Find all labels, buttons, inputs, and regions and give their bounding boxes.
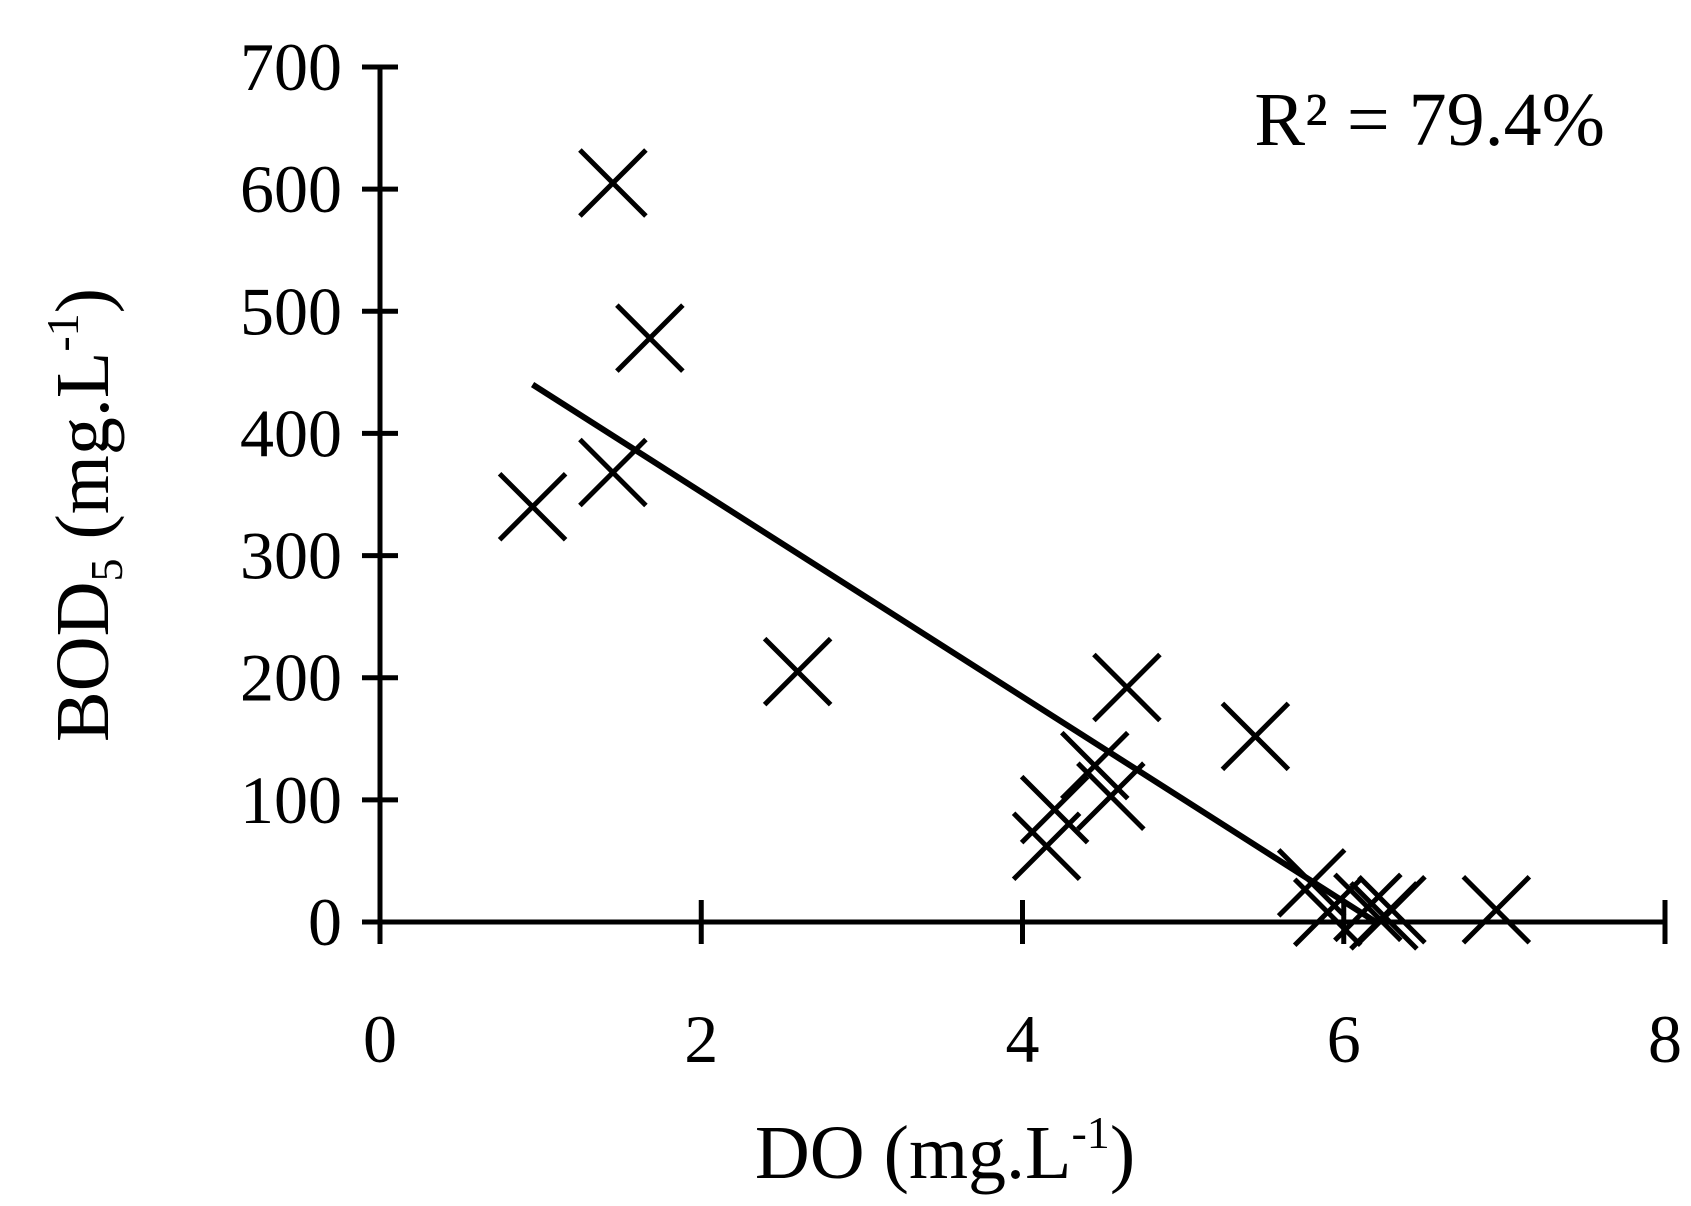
data-point	[1461, 875, 1532, 945]
y-axis-title-superscript: -1	[37, 313, 88, 351]
data-point	[1333, 872, 1403, 943]
trend-line	[530, 382, 1378, 925]
data-point	[578, 148, 648, 218]
y-tick-label: 0	[308, 884, 342, 960]
data-point	[615, 303, 685, 373]
r-squared-annotation: R² = 79.4%	[1254, 78, 1605, 162]
x-axis-title-superscript: -1	[1071, 1107, 1109, 1158]
y-axis-title-end: )	[41, 288, 125, 313]
data-point	[1092, 652, 1162, 723]
data-point	[1357, 875, 1427, 945]
x-tick-label: 8	[1648, 1001, 1682, 1077]
y-tick-label: 300	[240, 518, 342, 594]
data-point	[1220, 701, 1291, 772]
data-point	[1076, 761, 1146, 831]
data-points	[497, 148, 1532, 951]
y-tick-label: 500	[240, 273, 342, 349]
x-axis-title: DO (mg.L-1)	[755, 1107, 1135, 1195]
x-axis-ticks: 0 2 4 6 8	[363, 900, 1682, 1077]
y-tick-label: 400	[240, 395, 342, 471]
x-axis-title-end: )	[1110, 1111, 1135, 1195]
x-tick-label: 2	[684, 1001, 718, 1077]
y-axis-title-subscript: 5	[81, 559, 132, 582]
y-axis-title-mid: (mg.L	[41, 352, 125, 559]
data-point	[762, 636, 833, 707]
data-point	[1011, 811, 1082, 882]
x-tick-label: 6	[1327, 1001, 1361, 1077]
x-tick-label: 4	[1006, 1001, 1040, 1077]
y-tick-label: 200	[240, 640, 342, 716]
x-tick-label: 0	[363, 1001, 397, 1077]
y-tick-label: 600	[240, 151, 342, 227]
y-tick-label: 700	[240, 29, 342, 105]
data-point	[497, 471, 568, 542]
y-axis-title-text: BOD	[41, 582, 125, 742]
y-axis-title: BOD5 (mg.L-1)	[37, 288, 132, 742]
data-point	[578, 437, 648, 508]
x-axis-title-text: DO (mg.L	[755, 1111, 1072, 1195]
y-axis-ticks: 0 100 200 300 400 500 600 700	[240, 29, 398, 960]
y-tick-label: 100	[240, 762, 342, 838]
